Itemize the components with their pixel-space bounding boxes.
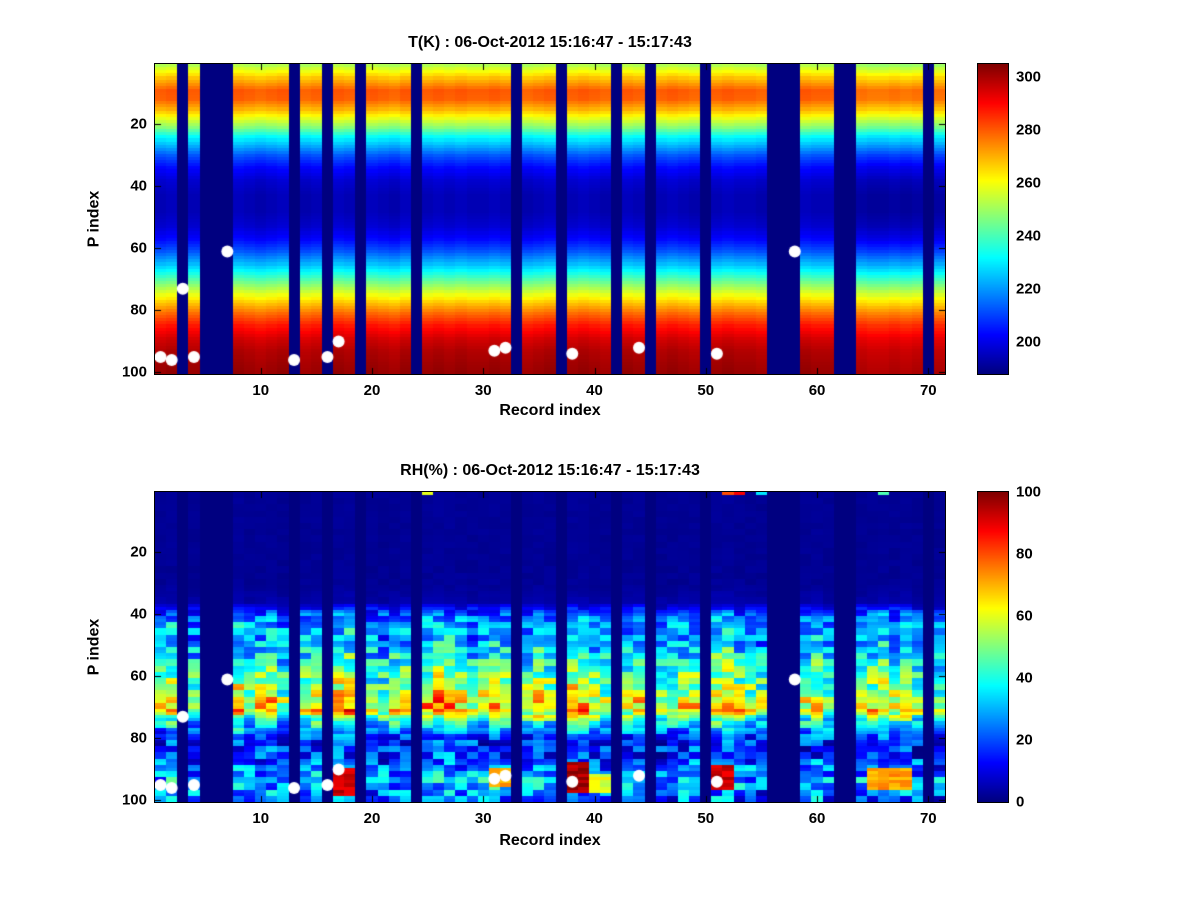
tick-label: 0 bbox=[1016, 793, 1025, 811]
tick-label: 60 bbox=[1016, 607, 1033, 625]
tick-label: 300 bbox=[1016, 68, 1042, 86]
tick-label: 50 bbox=[697, 382, 715, 399]
tick-label: 60 bbox=[130, 667, 147, 685]
tick-label: 20 bbox=[363, 810, 381, 827]
tick-label: 50 bbox=[697, 810, 715, 827]
tick-label: 70 bbox=[919, 382, 937, 399]
tick-label: 20 bbox=[130, 115, 147, 133]
t-xlabel: Record index bbox=[499, 402, 601, 419]
tick-label: 10 bbox=[252, 810, 270, 827]
tick-label: 20 bbox=[1016, 731, 1033, 749]
tick-label: 10 bbox=[252, 382, 270, 399]
tick-label: 20 bbox=[363, 382, 381, 399]
rh-colorbar bbox=[977, 491, 1009, 803]
tick-label: 60 bbox=[808, 382, 826, 399]
rh-ylabel-box: P index bbox=[82, 492, 106, 802]
t-heatmap-canvas bbox=[154, 63, 946, 375]
tick-label: 30 bbox=[474, 810, 492, 827]
tick-label: 20 bbox=[130, 543, 147, 561]
tick-label: 80 bbox=[130, 301, 147, 319]
tick-label: 80 bbox=[130, 729, 147, 747]
t-plot-title: T(K) : 06-Oct-2012 15:16:47 - 15:17:43 bbox=[408, 34, 692, 51]
tick-label: 40 bbox=[130, 605, 147, 623]
tick-label: 60 bbox=[808, 810, 826, 827]
rh-ylabel: P index bbox=[85, 618, 102, 676]
tick-label: 220 bbox=[1016, 280, 1042, 298]
tick-label: 40 bbox=[130, 177, 147, 195]
t-ylabel: P index bbox=[85, 190, 102, 248]
tick-label: 40 bbox=[1016, 669, 1033, 687]
rh-heatmap-canvas bbox=[154, 491, 946, 803]
rh-plot-title: RH(%) : 06-Oct-2012 15:16:47 - 15:17:43 bbox=[400, 462, 700, 479]
rh-xlabel: Record index bbox=[499, 832, 601, 849]
tick-label: 280 bbox=[1016, 121, 1042, 139]
t-ylabel-box: P index bbox=[82, 64, 106, 374]
tick-label: 80 bbox=[1016, 545, 1033, 563]
tick-label: 100 bbox=[121, 791, 147, 809]
tick-label: 100 bbox=[1016, 483, 1042, 501]
tick-label: 70 bbox=[919, 810, 937, 827]
tick-label: 40 bbox=[586, 382, 603, 399]
tick-label: 30 bbox=[474, 382, 492, 399]
tick-label: 60 bbox=[130, 239, 147, 257]
tick-label: 200 bbox=[1016, 333, 1042, 351]
tick-label: 40 bbox=[586, 810, 603, 827]
tick-label: 260 bbox=[1016, 174, 1042, 192]
t-colorbar bbox=[977, 63, 1009, 375]
tick-label: 240 bbox=[1016, 227, 1042, 245]
tick-label: 100 bbox=[121, 363, 147, 381]
